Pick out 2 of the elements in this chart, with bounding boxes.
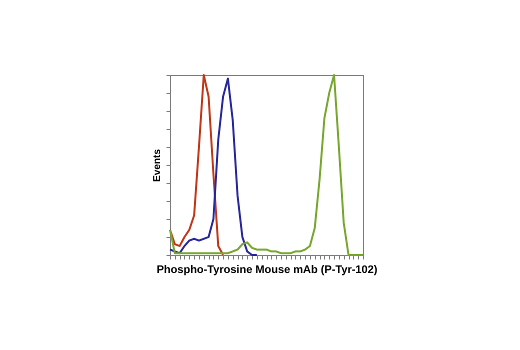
x-axis-title: Phospho-Tyrosine Mouse mAb (P-Tyr-102) (156, 264, 378, 276)
y-axis-title: Events (152, 148, 163, 182)
